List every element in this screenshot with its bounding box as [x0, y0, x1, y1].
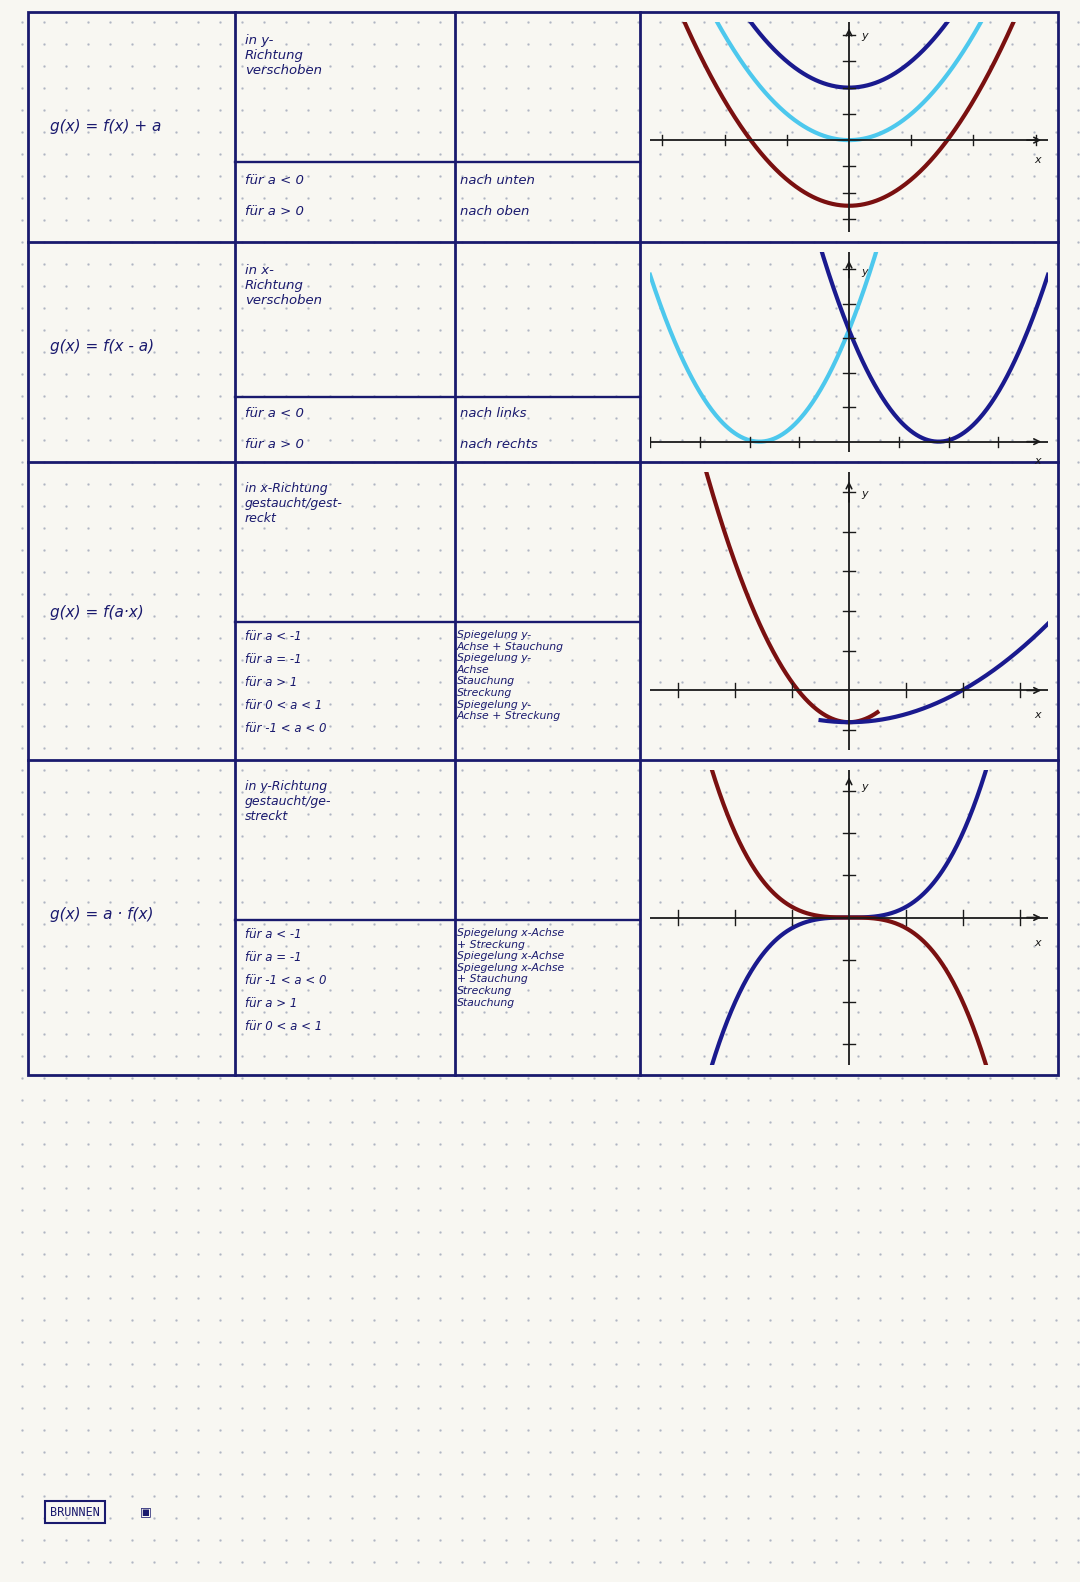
Text: nach links: nach links [460, 407, 527, 419]
Text: für -1 < a < 0: für -1 < a < 0 [245, 975, 326, 987]
Text: für -1 < a < 0: für -1 < a < 0 [245, 721, 326, 736]
Text: für a = -1: für a = -1 [245, 951, 301, 963]
Text: nach unten: nach unten [460, 174, 535, 187]
Text: für a > 0: für a > 0 [245, 206, 303, 218]
Text: x: x [1034, 155, 1041, 165]
Text: ▣: ▣ [140, 1506, 152, 1519]
Text: Spiegelung x-Achse
+ Streckung
Spiegelung x-Achse
Spiegelung x-Achse
+ Stauchung: Spiegelung x-Achse + Streckung Spiegelun… [457, 929, 564, 1008]
Bar [28, 13, 1058, 1076]
Text: y: y [861, 267, 867, 277]
Text: für a > 1: für a > 1 [245, 997, 297, 1009]
Text: für a = -1: für a = -1 [245, 653, 301, 666]
Text: für a < 0: für a < 0 [245, 407, 303, 419]
Text: g(x) = f(x) + a: g(x) = f(x) + a [50, 120, 161, 134]
Text: Spiegelung y-
Achse + Stauchung
Spiegelung y-
Achse
Stauchung
Streckung
Spiegelu: Spiegelung y- Achse + Stauchung Spiegelu… [457, 630, 564, 721]
Text: y: y [861, 489, 867, 500]
Text: in x-Richtung
gestaucht/gest-
reckt: in x-Richtung gestaucht/gest- reckt [245, 483, 342, 525]
Text: für a < -1: für a < -1 [245, 630, 301, 642]
Text: für 0 < a < 1: für 0 < a < 1 [245, 1020, 322, 1033]
Text: g(x) = f(x - a): g(x) = f(x - a) [50, 340, 154, 354]
Text: für a > 0: für a > 0 [245, 438, 303, 451]
Text: g(x) = f(a·x): g(x) = f(a·x) [50, 604, 144, 620]
Text: nach oben: nach oben [460, 206, 529, 218]
Text: x: x [1034, 710, 1041, 720]
Text: in x-
Richtung
verschoben: in x- Richtung verschoben [245, 264, 322, 307]
Text: für a < 0: für a < 0 [245, 174, 303, 187]
Text: für a < -1: für a < -1 [245, 929, 301, 941]
Text: für a > 1: für a > 1 [245, 676, 297, 690]
Text: nach rechts: nach rechts [460, 438, 538, 451]
Text: in y-Richtung
gestaucht/ge-
streckt: in y-Richtung gestaucht/ge- streckt [245, 780, 332, 823]
Text: in y-
Richtung
verschoben: in y- Richtung verschoben [245, 33, 322, 78]
Text: y: y [861, 32, 867, 41]
Text: g(x) = a · f(x): g(x) = a · f(x) [50, 908, 153, 922]
Text: y: y [861, 782, 867, 793]
Text: für 0 < a < 1: für 0 < a < 1 [245, 699, 322, 712]
Text: x: x [1034, 456, 1041, 465]
Text: x: x [1034, 938, 1041, 948]
Text: BRUNNEN: BRUNNEN [50, 1506, 100, 1519]
